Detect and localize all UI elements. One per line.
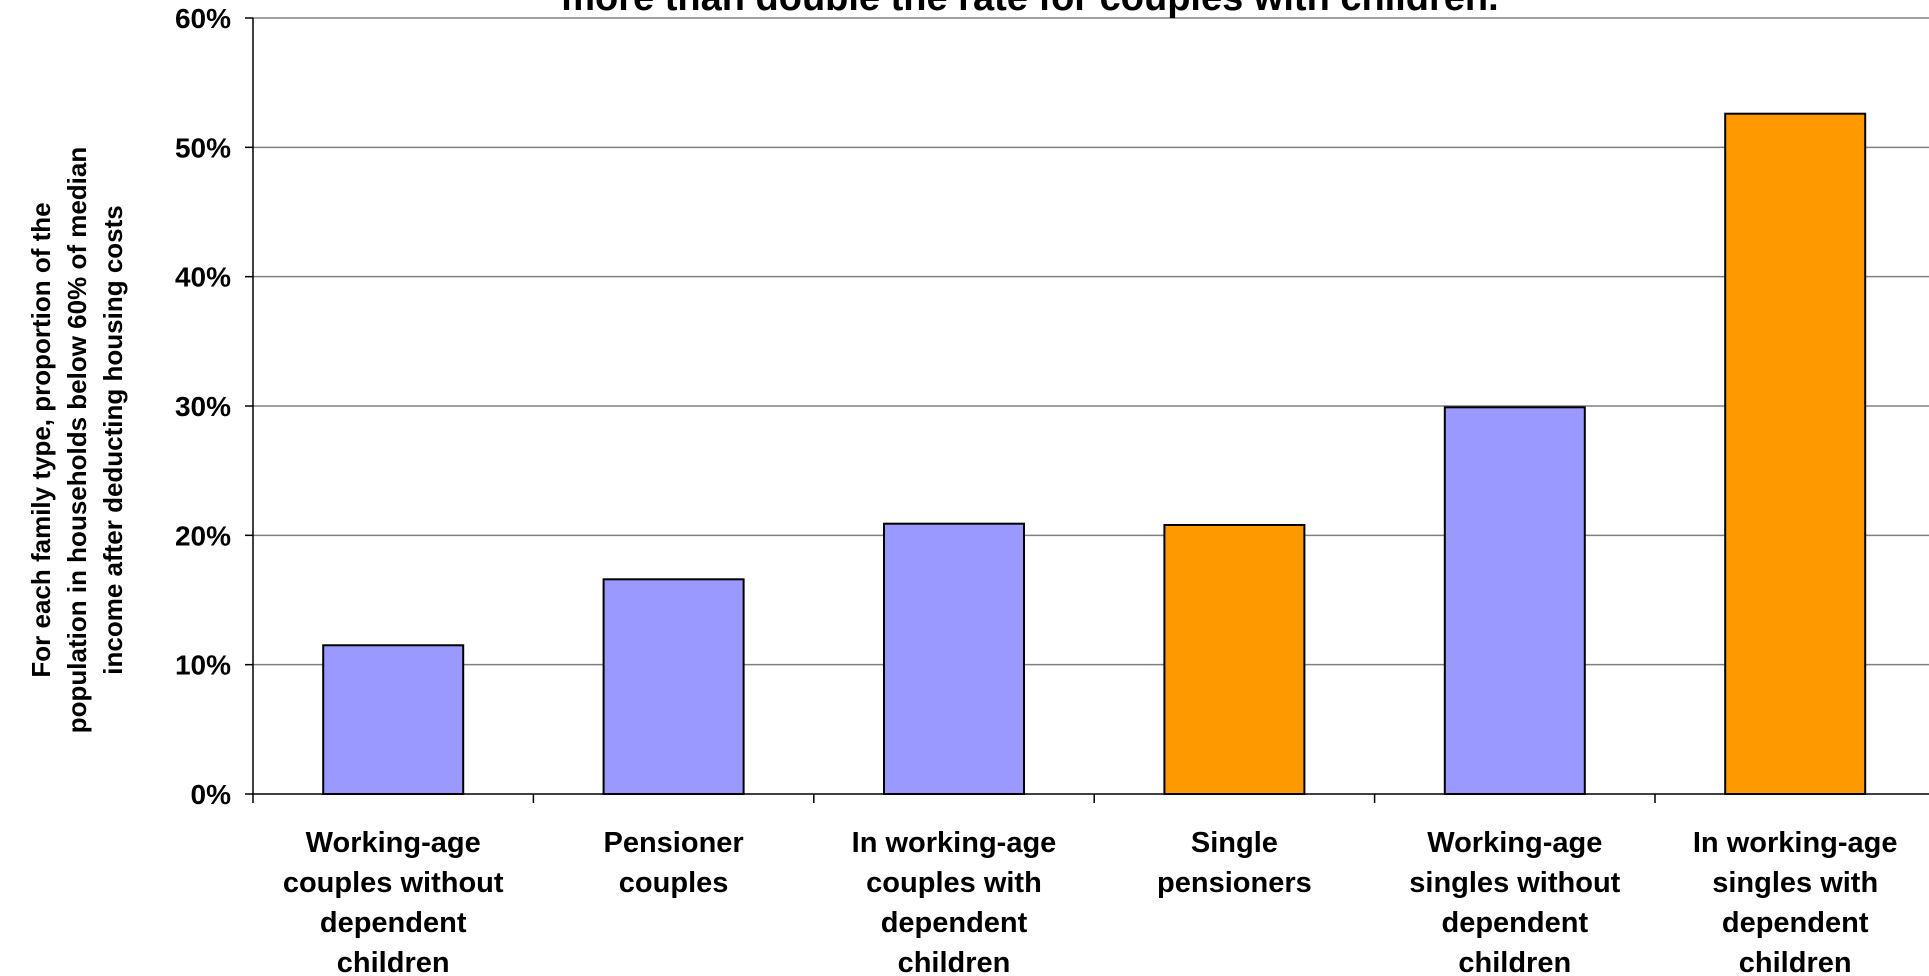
bar: [602, 578, 745, 795]
y-tick-label: 50%: [175, 132, 231, 163]
category-label: In working-age singles with dependent child…: [1693, 827, 1898, 976]
category-label-line: children: [898, 947, 1011, 976]
category-label-line: children: [337, 947, 450, 976]
bar: [1443, 406, 1586, 795]
y-axis-title-line: income after deducting housing costs: [98, 205, 128, 675]
category-label-line: Working-age: [306, 827, 481, 859]
category-label-line: In working-age: [852, 827, 1057, 859]
y-tick-label: 30%: [175, 391, 231, 422]
category-label-line: singles without: [1409, 867, 1620, 899]
category-label-line: dependent: [1722, 907, 1869, 939]
category-label: Single pensioners: [1157, 827, 1312, 899]
category-label: Working-age couples without dependent child…: [283, 827, 504, 976]
gridlines: [253, 17, 1929, 666]
category-label-line: children: [1458, 947, 1571, 976]
y-tick-label: 40%: [175, 262, 231, 293]
category-label-line: children: [1739, 947, 1852, 976]
category-label-line: pensioners: [1157, 867, 1312, 899]
category-label-line: couples with: [866, 867, 1042, 899]
category-label-line: Single: [1191, 827, 1278, 859]
category-label-line: singles with: [1712, 867, 1878, 899]
category-label-line: dependent: [320, 907, 467, 939]
category-label-line: In working-age: [1693, 827, 1898, 859]
chart-title: more than double the rate for couples wi…: [561, 0, 1498, 19]
category-label-line: couples without: [283, 867, 504, 899]
y-axis-label: For each family type, proportion of the p…: [26, 147, 128, 733]
bar: [322, 644, 465, 795]
y-tick-labels: 0% 10% 20% 30% 40% 50% 60%: [175, 3, 231, 810]
y-tick-label: 20%: [175, 520, 231, 551]
category-label: Pensioner couples: [603, 827, 743, 899]
axes: [245, 17, 1929, 803]
y-tick-label: 10%: [175, 650, 231, 681]
y-axis-title-line: For each family type, proportion of the: [26, 202, 56, 677]
bars: [322, 112, 1867, 796]
category-label-line: dependent: [881, 907, 1028, 939]
category-label-line: Pensioner: [603, 827, 743, 859]
bar: [1163, 523, 1306, 796]
category-label-line: dependent: [1441, 907, 1588, 939]
category-label: In working-age couples with dependent child…: [852, 827, 1057, 976]
category-label-line: couples: [619, 867, 729, 899]
y-axis-title: For each family type, proportion of the p…: [26, 147, 128, 733]
bar: [1724, 112, 1867, 795]
y-tick-label: 0%: [191, 779, 232, 810]
category-label-line: Working-age: [1427, 827, 1602, 859]
y-axis-title-line: population in households below 60% of me…: [62, 147, 92, 733]
category-labels: Working-age couples without dependent child…: [283, 827, 1898, 976]
bar: [883, 522, 1025, 796]
y-tick-label: 60%: [175, 3, 231, 34]
category-label: Working-age singles without dependent child…: [1409, 827, 1620, 976]
